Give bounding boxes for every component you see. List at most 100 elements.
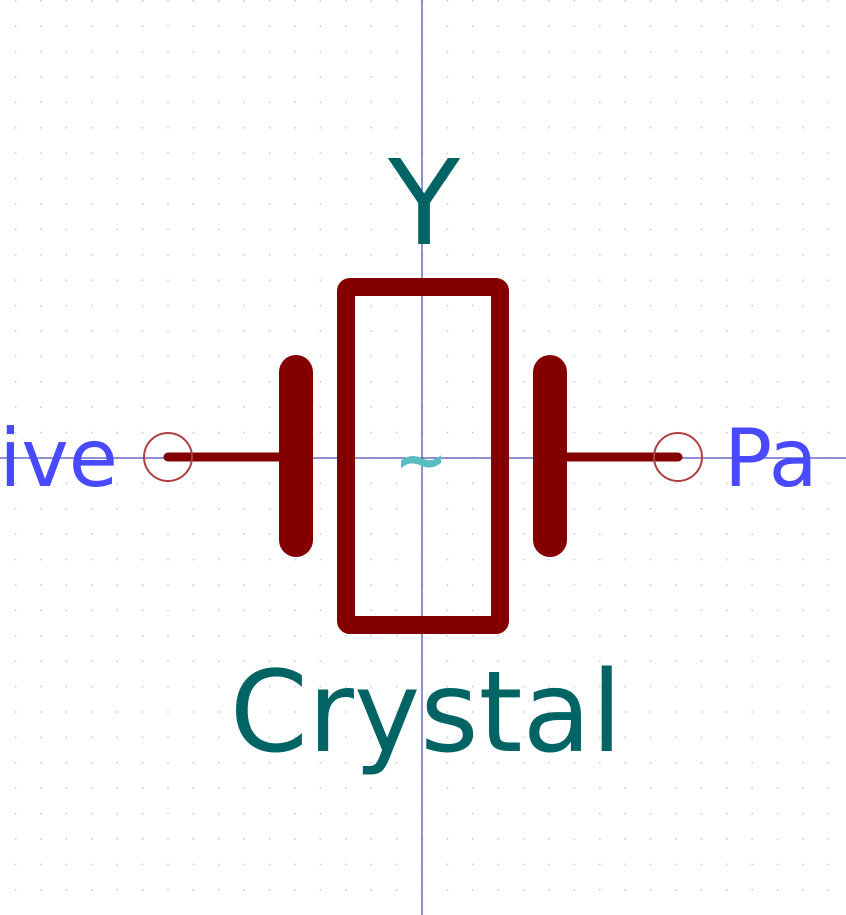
grid-dot <box>192 838 195 840</box>
grid-dot <box>472 177 474 180</box>
grid-dot <box>167 609 169 612</box>
grid-dot <box>700 482 703 485</box>
grid-dot <box>675 609 677 612</box>
grid-dot <box>116 203 118 205</box>
right-pin-end-circle[interactable] <box>653 432 703 482</box>
grid-dot <box>827 177 830 180</box>
grid-dot <box>802 635 804 637</box>
grid-dot <box>624 25 626 27</box>
grid-dot <box>675 660 677 662</box>
grid-dot <box>218 50 220 53</box>
grid-dot <box>395 787 398 789</box>
grid-dot <box>65 736 68 739</box>
grid-dot <box>14 228 17 231</box>
grid-dot <box>319 508 322 510</box>
grid-dot <box>294 787 296 789</box>
grid-dot <box>751 203 753 205</box>
grid-dot <box>751 685 753 688</box>
grid-dot <box>548 152 550 154</box>
grid-dot <box>294 152 296 154</box>
grid-dot <box>446 609 449 612</box>
grid-dot <box>700 152 703 154</box>
grid-dot <box>726 736 728 739</box>
grid-dot <box>345 787 347 789</box>
grid-dot <box>548 177 550 180</box>
grid-dot <box>192 228 195 231</box>
grid-dot <box>141 508 144 510</box>
grid-dot <box>726 609 728 612</box>
grid-dot <box>370 50 372 53</box>
grid-dot <box>116 660 118 662</box>
grid-dot <box>268 101 271 104</box>
grid-dot <box>40 279 42 281</box>
grid-dot <box>116 838 118 840</box>
grid-dot <box>268 304 271 307</box>
grid-dot <box>522 25 525 27</box>
grid-dot <box>14 685 17 688</box>
grid-dot <box>141 355 144 358</box>
grid-dot <box>294 279 296 281</box>
grid-dot <box>395 254 398 256</box>
grid-dot <box>167 812 169 815</box>
grid-dot <box>14 812 17 815</box>
grid-dot <box>294 228 296 231</box>
grid-dot <box>268 660 271 662</box>
grid-dot <box>802 508 804 510</box>
grid-dot <box>675 152 677 154</box>
grid-dot <box>776 0 779 2</box>
grid-dot <box>345 127 347 129</box>
grid-dot <box>446 101 449 104</box>
grid-dot <box>167 101 169 104</box>
grid-dot <box>624 812 626 815</box>
grid-dot <box>14 330 17 332</box>
grid-dot <box>370 838 372 840</box>
grid-dot <box>65 635 68 637</box>
reference-designator[interactable]: Y <box>387 134 461 272</box>
grid-dot <box>802 101 804 104</box>
grid-dot <box>218 127 220 129</box>
grid-dot <box>192 25 195 27</box>
grid-dot <box>548 863 550 866</box>
grid-dot <box>319 254 322 256</box>
grid-dot <box>726 177 728 180</box>
grid-dot <box>91 431 93 434</box>
grid-dot <box>192 254 195 256</box>
grid-dot <box>472 635 474 637</box>
grid-dot <box>700 0 703 2</box>
grid-dot <box>268 711 271 713</box>
grid-dot <box>91 863 93 866</box>
grid-dot <box>319 50 322 53</box>
grid-dot <box>14 25 17 27</box>
grid-dot <box>319 101 322 104</box>
grid-dot <box>268 889 271 891</box>
grid-dot <box>40 762 42 764</box>
left-pin-end-circle[interactable] <box>143 432 193 482</box>
grid-dot <box>294 330 296 332</box>
grid-dot <box>370 660 372 662</box>
grid-dot <box>446 533 449 535</box>
grid-dot <box>649 889 652 891</box>
grid-dot <box>141 660 144 662</box>
grid-dot <box>218 711 220 713</box>
grid-dot <box>243 177 245 180</box>
left-pin-label: ive <box>0 412 118 505</box>
grid-dot <box>522 381 525 383</box>
grid-dot <box>675 406 677 408</box>
value-field[interactable]: Crystal <box>230 648 623 778</box>
grid-dot <box>700 660 703 662</box>
grid-dot <box>776 609 779 612</box>
grid-dot <box>472 838 474 840</box>
grid-dot <box>141 762 144 764</box>
grid-dot <box>726 381 728 383</box>
grid-dot <box>827 25 830 27</box>
grid-dot <box>726 889 728 891</box>
grid-dot <box>218 381 220 383</box>
grid-dot <box>624 203 626 205</box>
grid-dot <box>395 838 398 840</box>
grid-dot <box>726 279 728 281</box>
grid-dot <box>548 838 550 840</box>
grid-dot <box>370 101 372 104</box>
grid-dot <box>395 482 398 485</box>
